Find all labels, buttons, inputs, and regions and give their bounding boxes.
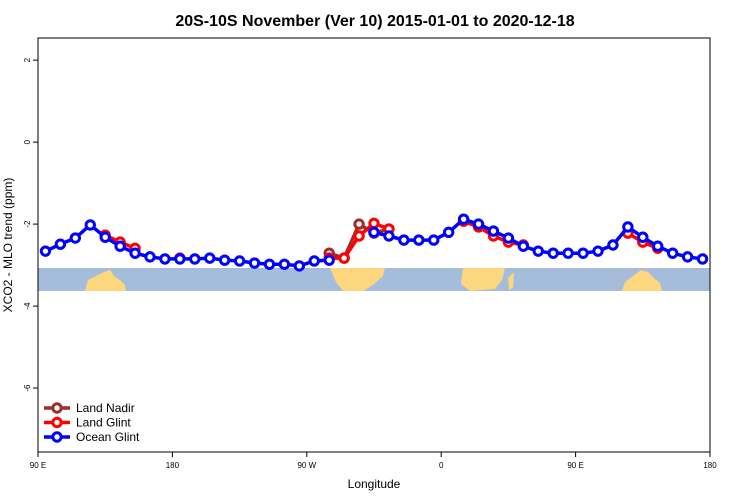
data-point: [666, 247, 679, 259]
legend-label: Ocean Glint: [76, 430, 140, 444]
data-point: [517, 240, 530, 252]
data-point: [428, 234, 440, 246]
x-tick-label: 90 E: [30, 461, 46, 470]
data-point: [607, 239, 619, 251]
legend-label: Land Glint: [76, 416, 131, 430]
data-point: [338, 252, 350, 264]
legend-label: Land Nadir: [76, 401, 135, 415]
data-point: [353, 230, 365, 242]
data-point: [681, 251, 694, 263]
plot-frame: [37, 37, 711, 453]
data-point: [159, 253, 171, 265]
y-tick-label: -6: [23, 384, 32, 392]
data-point: [293, 260, 306, 272]
data-point: [189, 253, 201, 265]
data-point: [129, 247, 141, 259]
land-strip: [38, 268, 710, 291]
data-point: [622, 221, 634, 233]
legend-marker: [51, 431, 63, 443]
data-point: [174, 253, 186, 265]
data-point: [532, 245, 544, 257]
data-point: [487, 225, 500, 237]
data-point: [562, 247, 574, 259]
chart-title: 20S-10S November (Ver 10) 2015-01-01 to …: [175, 13, 574, 30]
legend-marker: [51, 416, 63, 429]
data-point: [204, 252, 216, 264]
data-point: [368, 217, 380, 229]
land: [85, 270, 126, 291]
x-tick-label: 90 W: [297, 461, 316, 470]
data-point: [442, 226, 455, 238]
data-point: [413, 234, 425, 246]
land: [622, 270, 662, 291]
data-point: [398, 234, 410, 246]
data-point: [114, 240, 126, 252]
data-point: [577, 247, 589, 259]
data-point: [263, 258, 276, 270]
data-point: [696, 253, 709, 265]
data-point: [457, 213, 470, 225]
y-tick-label: 0: [23, 139, 32, 144]
data-point: [652, 240, 664, 252]
x-axis-label: Longitude: [348, 477, 401, 491]
data-point: [353, 218, 365, 230]
x-tick-label: 180: [703, 461, 717, 470]
data-point: [144, 251, 156, 263]
data-point: [39, 245, 52, 257]
y-axis-label: XCO2 - MLO trend (ppm): [1, 178, 15, 313]
data-point: [502, 232, 515, 244]
y-tick-label: -4: [23, 302, 32, 310]
data-point: [69, 232, 82, 244]
data-point: [637, 231, 649, 243]
data-point: [54, 238, 67, 250]
data-point: [84, 219, 96, 231]
y-tick-label: 2: [23, 57, 32, 62]
data-point: [308, 255, 320, 267]
land: [461, 268, 514, 291]
data-point: [592, 245, 604, 257]
data-point: [547, 247, 559, 259]
data-point: [248, 257, 261, 269]
legend-marker: [51, 402, 63, 414]
land: [330, 268, 385, 291]
data-point: [472, 218, 485, 230]
y-tick-label: -2: [23, 220, 32, 228]
data-point: [99, 231, 111, 243]
data-point: [383, 230, 395, 242]
data-point: [323, 254, 335, 266]
data-point: [368, 226, 380, 238]
data-point: [233, 255, 246, 267]
data-point: [278, 258, 291, 270]
x-tick-label: 90 E: [567, 461, 583, 470]
data-point: [218, 254, 231, 266]
x-tick-label: 0: [439, 461, 444, 470]
series: [39, 213, 709, 272]
x-tick-label: 180: [166, 461, 180, 470]
